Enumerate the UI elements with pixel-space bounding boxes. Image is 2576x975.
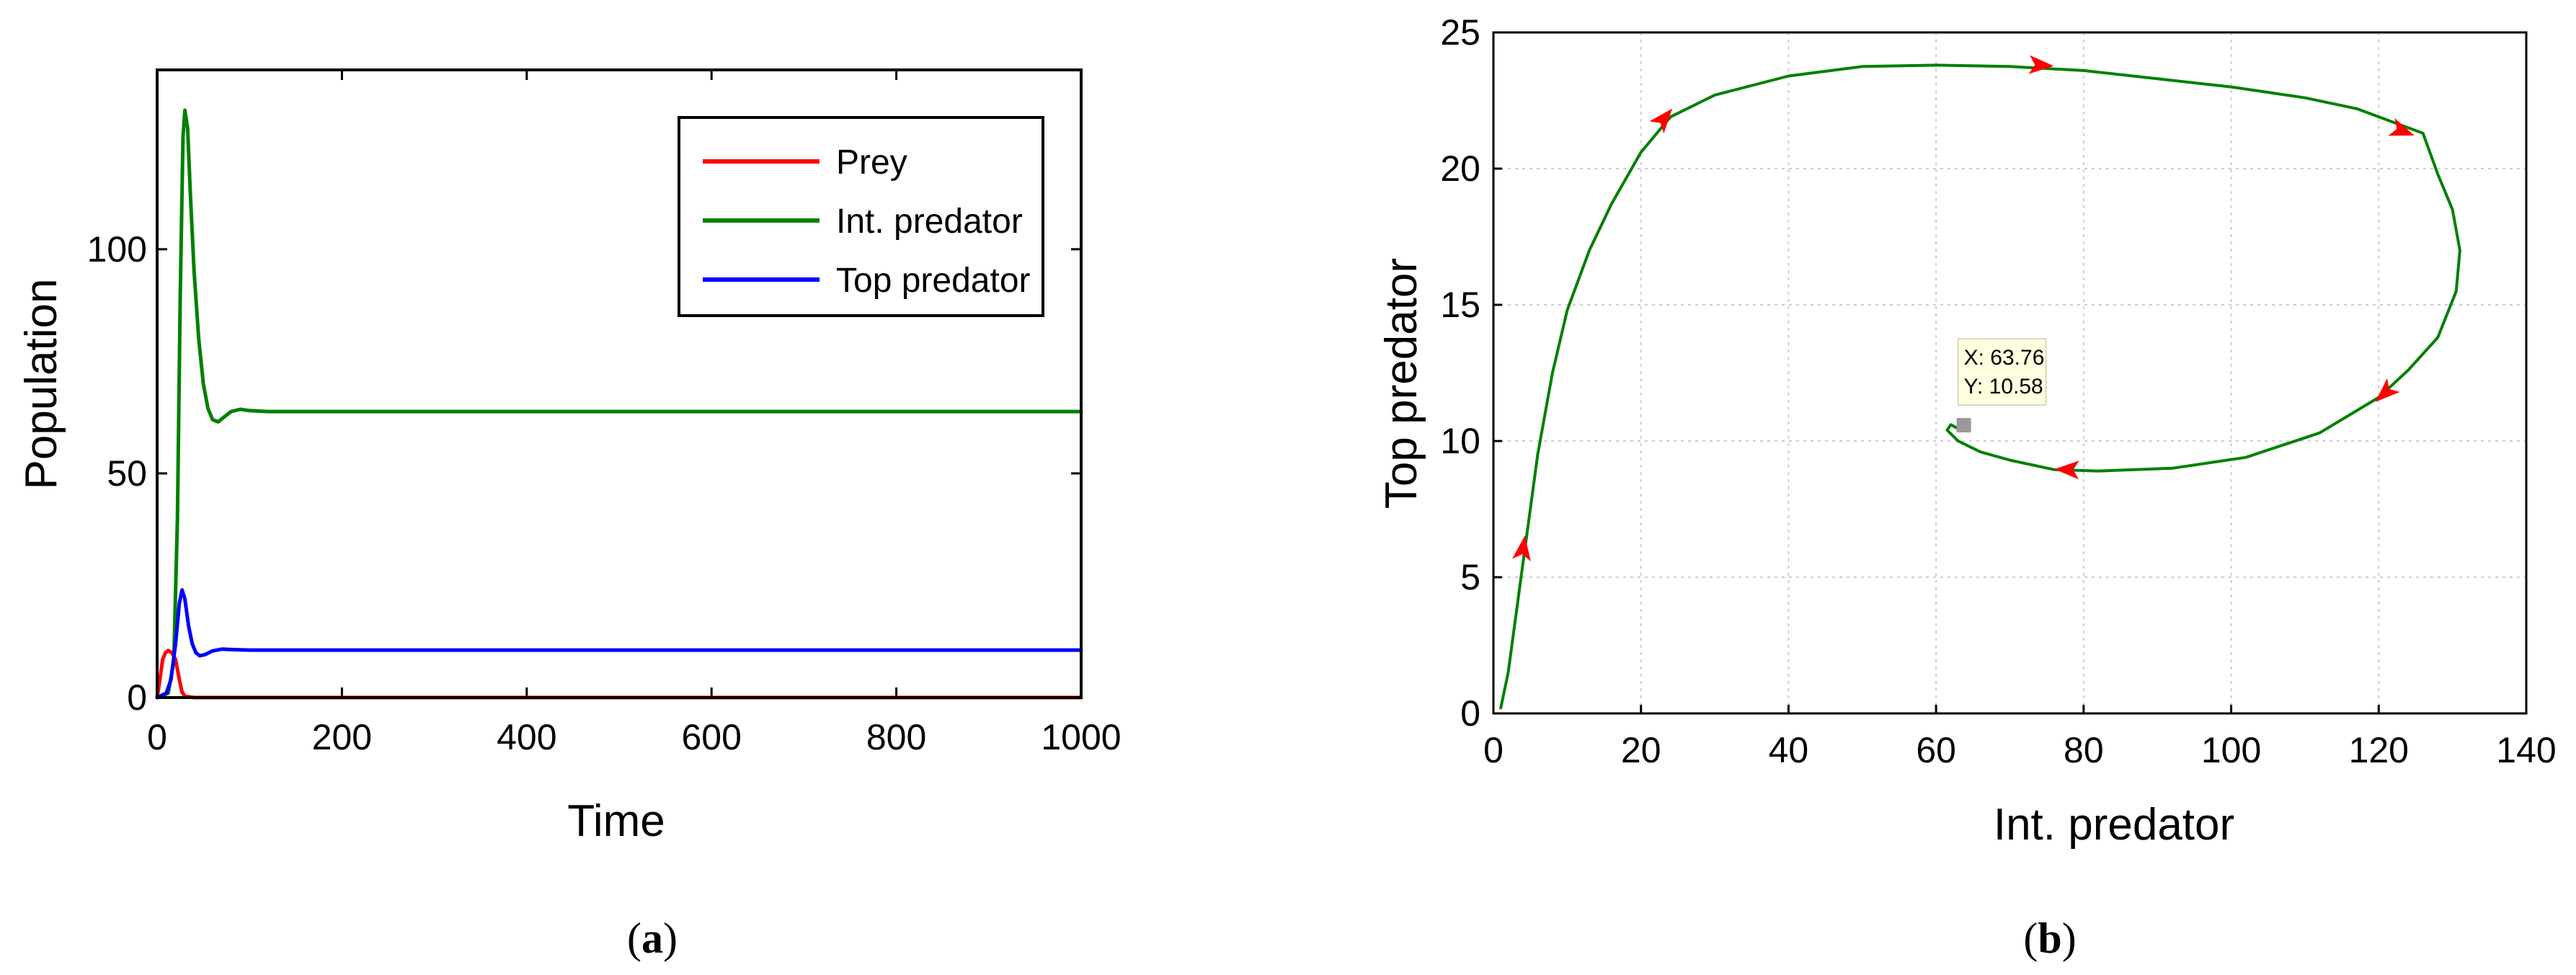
b-datatip-box [1957, 338, 2047, 406]
a-y-tick-label: 50 [107, 453, 147, 494]
a-legend-box [678, 116, 1044, 317]
b-x-tick-label: 140 [2496, 730, 2556, 770]
a-legend-label-prey: Prey [836, 143, 907, 182]
a-x-tick-label: 0 [147, 717, 167, 757]
a-x-tick-label: 200 [312, 717, 372, 757]
b-x-tick-label: 100 [2201, 730, 2261, 770]
a-legend-label-int-predator: Int. predator [836, 202, 1023, 241]
a-series-int-predator-line [155, 108, 1083, 700]
a-series-top-predator-line [155, 588, 1083, 700]
a-legend-label-top-predator: Top predator [836, 262, 1031, 300]
a-plot-frame [156, 68, 1083, 699]
a-x-tick-label: 1000 [1041, 717, 1121, 757]
b-x-ticks: 0 20 40 60 80 100 120 140 [1483, 705, 2557, 770]
b-plot-frame [1492, 31, 2528, 715]
a-series-prey-line [155, 649, 1083, 700]
b-direction-arrow [2375, 378, 2400, 402]
b-x-tick-label: 60 [1916, 730, 1956, 770]
b-trajectory [1499, 63, 2461, 710]
b-series-trajectory-line [1499, 63, 2461, 710]
b-direction-arrow [2028, 55, 2054, 74]
a-y-tick-label: 100 [87, 229, 147, 270]
b-y-tick-label: 5 [1460, 557, 1480, 597]
b-direction-arrows [1512, 55, 2415, 561]
b-y-axis-title: Top predator [1377, 258, 1426, 509]
a-caption-letter: a [641, 914, 663, 962]
a-x-tick-label: 800 [866, 717, 926, 757]
panel-a: 0 200 400 600 800 1000 0 50 100 Prey Int. preda… [17, 68, 1122, 962]
b-direction-arrow [1512, 535, 1531, 561]
b-datatip-marker [1956, 418, 1971, 433]
b-y-ticks: 0 5 10 15 20 25 [1440, 12, 1502, 734]
b-y-tick-label: 15 [1440, 285, 1480, 325]
b-x-axis-title: Int. predator [1994, 800, 2234, 850]
b-x-tick-label: 80 [2064, 730, 2104, 770]
b-y-tick-label: 20 [1440, 148, 1480, 189]
a-y-ticks: 0 50 100 [87, 229, 1081, 718]
b-y-tick-label: 10 [1440, 421, 1480, 461]
b-caption: (b) [2023, 914, 2076, 962]
a-caption: (a) [627, 914, 678, 962]
b-direction-arrow [1649, 108, 1673, 134]
b-direction-arrow [2054, 460, 2079, 480]
b-y-tick-label: 0 [1460, 693, 1480, 734]
b-caption-letter: b [2038, 914, 2061, 962]
b-datatip: X: 63.76 Y: 10.58 [1956, 338, 2047, 433]
panel-b: 0 20 40 60 80 100 120 140 0 5 10 15 20 25 X: 63.76 Y… [1377, 12, 2557, 962]
b-x-tick-label: 20 [1621, 730, 1661, 770]
b-datatip-y: Y: 10.58 [1964, 375, 2043, 399]
b-x-tick-label: 0 [1483, 730, 1504, 770]
b-x-tick-label: 40 [1769, 730, 1809, 770]
a-y-tick-label: 0 [127, 677, 147, 718]
a-x-tick-label: 600 [681, 717, 741, 757]
a-y-axis-title: Population [17, 278, 66, 489]
a-legend: Prey Int. predator Top predator [678, 116, 1044, 317]
b-y-tick-label: 25 [1440, 12, 1480, 53]
b-datatip-x: X: 63.76 [1964, 346, 2045, 370]
a-x-tick-label: 400 [497, 717, 556, 757]
b-x-tick-label: 120 [2349, 730, 2409, 770]
a-x-axis-title: Time [567, 796, 665, 846]
b-direction-arrow [2388, 118, 2415, 136]
a-x-ticks: 0 200 400 600 800 1000 [147, 70, 1122, 757]
